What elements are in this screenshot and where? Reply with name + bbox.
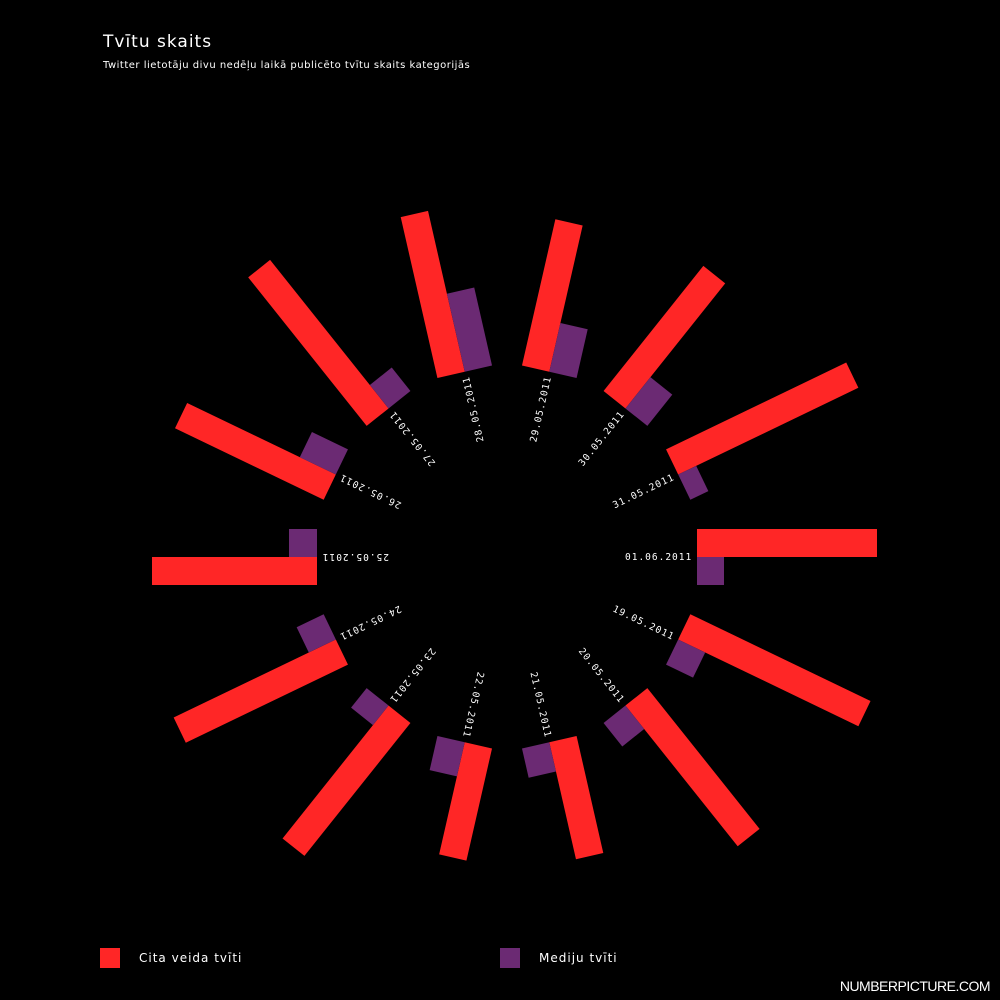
bar-media-tweets: [666, 639, 706, 678]
legend-label-other: Cita veida tvīti: [139, 951, 243, 965]
category-label: 21.05.2011: [527, 671, 553, 739]
radial-bar-group: 29.05.2011: [521, 219, 588, 443]
category-label: 27.05.2011: [388, 408, 439, 467]
bar-other-tweets: [625, 688, 760, 847]
radial-bar-group: 28.05.2011: [400, 210, 493, 443]
category-label: 31.05.2011: [611, 472, 676, 511]
bar-media-tweets: [446, 287, 493, 372]
radial-bar-group: 01.06.2011: [625, 529, 877, 585]
category-label: 01.06.2011: [625, 552, 692, 563]
bar-media-tweets: [289, 529, 317, 557]
category-label: 20.05.2011: [576, 646, 627, 705]
category-label: 28.05.2011: [461, 375, 487, 443]
legend-swatch-media: [500, 948, 520, 968]
category-label: 29.05.2011: [528, 375, 554, 443]
bar-media-tweets: [603, 705, 645, 747]
legend-swatch-other: [100, 948, 120, 968]
category-label: 25.05.2011: [322, 551, 389, 562]
watermark: NUMBERPICTURE.COM: [839, 978, 991, 994]
bar-other-tweets: [666, 362, 859, 475]
bar-media-tweets: [678, 465, 709, 500]
legend-item-media: Mediju tvīti: [500, 948, 618, 968]
category-label: 26.05.2011: [338, 471, 403, 510]
legend-label-media: Mediju tvīti: [539, 951, 618, 965]
chart-title: Tvītu skaits: [103, 32, 213, 52]
bar-media-tweets: [351, 688, 389, 726]
bar-other-tweets: [175, 402, 336, 500]
category-label: 24.05.2011: [338, 603, 403, 642]
bar-other-tweets: [521, 219, 583, 372]
bar-other-tweets: [248, 259, 389, 426]
category-label: 19.05.2011: [611, 604, 676, 643]
bar-other-tweets: [697, 529, 877, 557]
bar-other-tweets: [678, 614, 871, 727]
bar-media-tweets: [521, 742, 556, 778]
bar-other-tweets: [173, 639, 348, 743]
radial-bar-group: 22.05.2011: [429, 671, 493, 861]
bar-media-tweets: [549, 323, 588, 378]
bar-other-tweets: [603, 265, 726, 409]
legend-item-other: Cita veida tvīti: [100, 948, 242, 968]
bar-other-tweets: [152, 557, 317, 585]
chart-subtitle: Twitter lietotāju divu nedēļu laikā publ…: [103, 60, 471, 71]
bar-other-tweets: [400, 210, 465, 378]
category-label: 30.05.2011: [577, 409, 628, 468]
bar-other-tweets: [282, 705, 411, 856]
category-label: 22.05.2011: [460, 671, 486, 739]
bar-media-tweets: [299, 431, 348, 475]
bar-other-tweets: [549, 736, 604, 860]
bar-media-tweets: [697, 557, 724, 585]
radial-bar-group: 21.05.2011: [521, 671, 604, 860]
radial-bar-group: 25.05.2011: [152, 529, 389, 585]
bar-media-tweets: [296, 614, 336, 653]
bar-media-tweets: [369, 367, 411, 409]
bar-media-tweets: [625, 377, 673, 426]
bar-media-tweets: [429, 736, 465, 777]
bar-other-tweets: [439, 742, 493, 861]
category-label: 23.05.2011: [387, 646, 438, 705]
